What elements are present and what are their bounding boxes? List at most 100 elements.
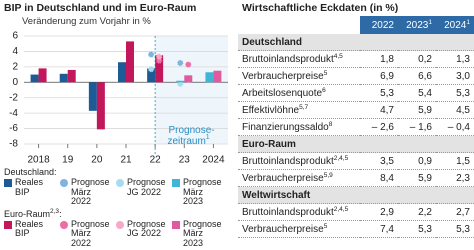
chart-title: BIP in Deutschland und im Euro-Raum (4, 2, 197, 14)
legend-label: Prognose März 2022 (71, 218, 110, 248)
x-tick-label: 2018 (27, 155, 50, 166)
table-row: Verbraucherpreise5 6,9 6,6 3,0 (238, 67, 474, 85)
table-cell: 3,0 (436, 67, 474, 85)
legend-item: Reales BIP (4, 218, 60, 249)
bar (59, 73, 68, 83)
table-cell: 5,3 (436, 220, 474, 238)
table-cell: 7,4 (360, 220, 398, 238)
bar (155, 55, 164, 83)
y-tick-label: -6 (9, 123, 18, 134)
row-label: Verbraucherpreise5 (238, 220, 360, 238)
table-cell: 1,5 (436, 152, 474, 170)
section-row: Euro-Raum (238, 135, 474, 153)
bar (118, 62, 126, 83)
legend-label: Prognose März 2023 (183, 177, 222, 206)
chart-subtitle: Veränderung zum Vorjahr in % (22, 16, 151, 27)
legend-swatch (116, 179, 124, 187)
legend-group-note: 2,3 (50, 207, 60, 215)
x-tick-label: 22 (150, 155, 162, 166)
table-cell: 6,6 (398, 67, 436, 85)
header-text: 2024 (444, 19, 467, 31)
row-label-text: Bruttoinlandsprodukt (242, 206, 334, 218)
table-cell: 4,7 (360, 101, 398, 119)
table-cell: 0,2 (398, 50, 436, 68)
row-note: 5 (323, 222, 328, 230)
bar (67, 69, 76, 83)
section-row: Weltwirtschaft (238, 186, 474, 204)
chart: -8 -6 -4 -2 0 2 4 6 Prognose-zeitraum1 2018 19 20 21… (9, 31, 228, 166)
table-cell: 1,3 (436, 50, 474, 68)
legend-swatch (60, 220, 68, 229)
table-cell: 5,3 (398, 220, 436, 238)
table-cell: 4,5 (436, 101, 474, 119)
legend-label: Reales BIP (15, 218, 44, 238)
table-row: Verbraucherpreise5,9 8,4 5,9 2,3 (238, 169, 474, 187)
row-note: 5 (323, 69, 328, 77)
x-tick-label: 21 (120, 155, 132, 166)
annotation-line: zeitraum (167, 136, 205, 147)
header-cell: 20231 (398, 16, 436, 34)
bar (184, 75, 193, 83)
x-tick-label: 19 (62, 155, 74, 166)
row-label-text: Verbraucherpreise (242, 223, 324, 235)
legend-swatch (60, 179, 68, 187)
y-tick-label: -8 (9, 139, 18, 150)
legend-item: Prognose JG 2022 (116, 177, 172, 207)
legend-label: Prognose JG 2022 (127, 218, 166, 238)
bar (176, 80, 185, 83)
row-label: Effektivlöhne5,7 (238, 101, 360, 119)
row-note: 2,4,5 (333, 205, 349, 213)
header-cell: 2022 (360, 16, 398, 34)
legend-label: Prognose JG 2022 (127, 177, 166, 197)
section-title: Euro-Raum (238, 135, 474, 153)
bar (38, 68, 47, 83)
table-cell: 2,7 (436, 203, 474, 221)
row-label: Verbraucherpreise5 (238, 67, 360, 85)
row-note: 8 (328, 120, 333, 128)
forecast-area (155, 36, 228, 144)
section-title: Deutschland (238, 34, 474, 51)
y-tick-label: 6 (12, 31, 18, 42)
legend-group-text: Euro-Raum (4, 208, 51, 219)
bar (88, 82, 97, 111)
forecast-dot (148, 51, 155, 58)
table-cell: 3,5 (360, 152, 398, 170)
header-cell (238, 16, 360, 34)
table-cell: – 0,4 (436, 118, 474, 136)
forecast-dot (148, 66, 155, 73)
table-cell: 5,3 (436, 84, 474, 102)
row-label: Verbraucherpreise5,9 (238, 169, 360, 187)
legend-swatch (172, 220, 180, 229)
header-note: 1 (466, 18, 470, 26)
annotation-note: 1 (206, 134, 210, 141)
bar (30, 74, 39, 83)
table-cell: 5,9 (398, 169, 436, 187)
bar (96, 82, 105, 130)
row-label-text: Arbeitslosenquote (242, 87, 323, 99)
row-note: 2,4,5 (333, 154, 349, 162)
table-title: Wirtschaftliche Eckdaten (in %) (242, 2, 399, 14)
legend-swatch (4, 179, 12, 187)
table-cell: 1,8 (360, 50, 398, 68)
legend-row: Reales BIP Prognose März 2022 Prognose JG … (4, 177, 232, 207)
table-row: Finanzierungssaldo8– 2,6– 1,6– 0,4 (238, 118, 474, 136)
legend-label: Prognose März 2022 (71, 177, 110, 206)
row-label-text: Verbraucherpreise (242, 70, 324, 82)
table-cell: 0,9 (398, 152, 436, 170)
header-text: 2023 (406, 19, 429, 31)
table-cell: 2,3 (436, 169, 474, 187)
row-label-text: Verbraucherpreise (242, 172, 324, 184)
header-row: 2022 20231 20241 (238, 16, 474, 34)
table-cell: 5,9 (398, 101, 436, 119)
row-label-text: Effektivlöhne (242, 104, 300, 116)
row-label-text: Finanzierungssaldo (242, 121, 329, 133)
legend-swatch (4, 220, 12, 229)
table-row: Bruttoinlandsprodukt2,4,5 2,9 2,2 2,7 (238, 203, 474, 221)
legend-swatch (116, 220, 124, 229)
table: 2022 20231 20241 Deutschland Bruttoinlandspr… (238, 16, 474, 238)
bar (213, 70, 222, 83)
row-note: 6 (322, 86, 326, 94)
table-row: Bruttoinlandsprodukt4,5 1,8 0,2 1,3 (238, 50, 474, 68)
y-tick-label: -4 (9, 108, 18, 119)
table-cell: 2,2 (398, 203, 436, 221)
